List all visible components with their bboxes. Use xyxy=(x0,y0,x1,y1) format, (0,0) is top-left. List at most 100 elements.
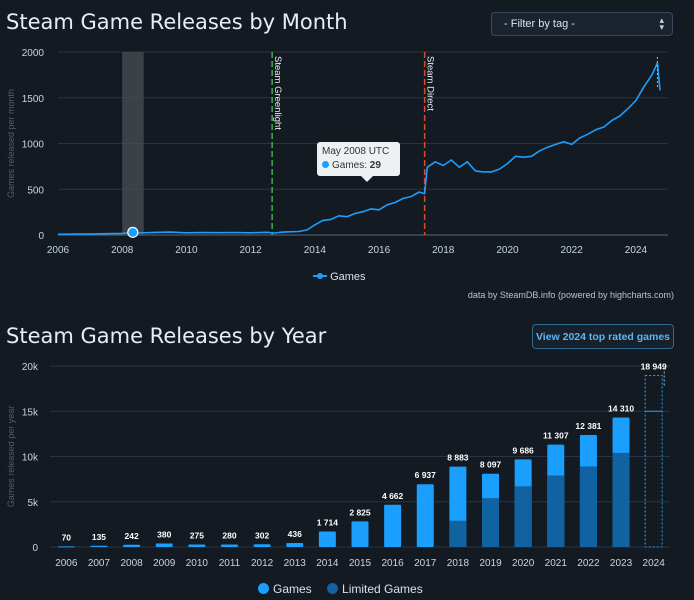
bar-games xyxy=(155,543,173,547)
bar-limited-games xyxy=(482,498,500,547)
tag-filter-select[interactable]: - Filter by tag - ▴ ▾ xyxy=(491,12,673,36)
bar-games xyxy=(57,546,75,548)
bar-limited-games xyxy=(612,452,630,547)
bar-limited-games xyxy=(514,486,532,547)
y-tick-label: 0 xyxy=(32,543,38,554)
y-tick-label: 2000 xyxy=(22,48,45,59)
y-tick-label: 15k xyxy=(22,407,39,418)
data-label: 9 686 xyxy=(513,445,535,455)
data-label: 275 xyxy=(190,531,204,541)
bar-games xyxy=(449,466,467,547)
x-tick-label: 2010 xyxy=(186,558,209,569)
y-tick-label: 500 xyxy=(27,185,44,196)
chevron-updown-icon: ▴ ▾ xyxy=(659,15,664,32)
legend-games-label: Games xyxy=(273,582,312,596)
highlighted-point xyxy=(127,226,139,238)
chart-credit[interactable]: data by SteamDB.info (powered by highcha… xyxy=(467,290,674,300)
bar-games xyxy=(351,521,369,547)
bar-games xyxy=(188,544,206,547)
x-tick-label: 2023 xyxy=(610,558,633,569)
y-tick-label: 0 xyxy=(38,231,44,242)
bar-games xyxy=(482,473,500,547)
bar-games xyxy=(514,459,532,547)
x-tick-label: 2021 xyxy=(545,558,568,569)
series-line-games xyxy=(57,62,661,236)
bar-games xyxy=(220,544,238,547)
x-tick-label: 2007 xyxy=(88,558,111,569)
bar-games xyxy=(579,434,597,547)
chart-tooltip: May 2008 UTC Games: 29 xyxy=(317,142,400,182)
bar-games xyxy=(123,544,141,547)
view-top-rated-button[interactable]: View 2024 top rated games xyxy=(532,324,674,349)
data-label: 8 097 xyxy=(480,460,502,470)
bar-games xyxy=(253,544,271,547)
bar-games xyxy=(384,504,402,547)
y-tick-label: 1000 xyxy=(22,140,45,151)
bar-games xyxy=(90,545,108,547)
x-tick-label: 2006 xyxy=(47,245,70,256)
data-label: 4 662 xyxy=(382,491,404,501)
data-label: 6 937 xyxy=(415,470,437,480)
legend-limited-games[interactable]: Limited Games xyxy=(327,582,423,596)
x-tick-label: 2013 xyxy=(284,558,307,569)
data-label: 14 310 xyxy=(608,403,634,413)
x-tick-label: 2016 xyxy=(368,245,391,256)
data-label: 11 307 xyxy=(543,431,569,441)
legend-games[interactable]: Games xyxy=(258,582,312,596)
data-label: 280 xyxy=(222,530,236,540)
data-label: 135 xyxy=(92,532,106,542)
y-tick-label: 5k xyxy=(27,498,39,509)
y-tick-label: 1500 xyxy=(22,94,45,105)
data-label: 436 xyxy=(288,529,302,539)
x-tick-label: 2019 xyxy=(479,558,502,569)
x-tick-label: 2016 xyxy=(382,558,405,569)
x-tick-label: 2014 xyxy=(316,558,339,569)
bar-limited-games xyxy=(547,475,565,547)
bar-games xyxy=(416,484,434,547)
x-tick-label: 2006 xyxy=(55,558,78,569)
x-tick-label: 2012 xyxy=(240,245,263,256)
event-line-label: Steam Greenlight xyxy=(272,56,283,130)
y-axis-title: Games released per month xyxy=(6,89,16,198)
tooltip-series: Games xyxy=(332,160,365,171)
x-tick-label: 2008 xyxy=(111,245,134,256)
x-tick-label: 2020 xyxy=(512,558,535,569)
monthly-legend-label: Games xyxy=(330,271,366,283)
x-tick-label: 2010 xyxy=(175,245,198,256)
y-tick-label: 20k xyxy=(22,362,39,373)
x-tick-label: 2014 xyxy=(304,245,327,256)
tooltip-value: 29 xyxy=(369,160,381,171)
highlight-band xyxy=(122,52,144,235)
y-axis-title: Games released per year xyxy=(6,406,16,508)
data-label: 8 883 xyxy=(447,453,469,463)
x-tick-label: 2022 xyxy=(577,558,600,569)
x-tick-label: 2009 xyxy=(153,558,176,569)
x-tick-label: 2018 xyxy=(432,245,455,256)
tooltip-date: May 2008 UTC xyxy=(322,146,390,157)
series-dot-icon xyxy=(322,161,329,168)
data-label: 380 xyxy=(157,530,171,540)
data-label: 70 xyxy=(62,532,72,542)
x-tick-label: 2011 xyxy=(219,558,241,569)
bar-games xyxy=(612,417,630,547)
data-label: 1 714 xyxy=(317,517,339,527)
x-tick-label: 2024 xyxy=(625,245,648,256)
data-label: 242 xyxy=(124,531,138,541)
x-tick-label: 2015 xyxy=(349,558,372,569)
games-dot-icon xyxy=(258,583,269,594)
monthly-legend-item[interactable]: Games xyxy=(313,271,366,283)
page-title-yearly: Steam Game Releases by Year xyxy=(6,324,327,348)
y-tick-label: 10k xyxy=(22,453,39,464)
x-tick-label: 2022 xyxy=(561,245,584,256)
tag-filter-label: - Filter by tag - xyxy=(504,18,575,30)
x-tick-label: 2018 xyxy=(447,558,470,569)
page-title-monthly: Steam Game Releases by Month xyxy=(6,10,348,34)
data-label: 18 949 xyxy=(641,362,667,372)
bar-games xyxy=(318,531,336,547)
bar-games xyxy=(547,444,565,547)
x-tick-label: 2017 xyxy=(414,558,437,569)
data-label: 12 381 xyxy=(575,421,601,431)
x-tick-label: 2008 xyxy=(120,558,143,569)
bar-games xyxy=(286,543,304,547)
bar-games-projected xyxy=(644,375,663,548)
